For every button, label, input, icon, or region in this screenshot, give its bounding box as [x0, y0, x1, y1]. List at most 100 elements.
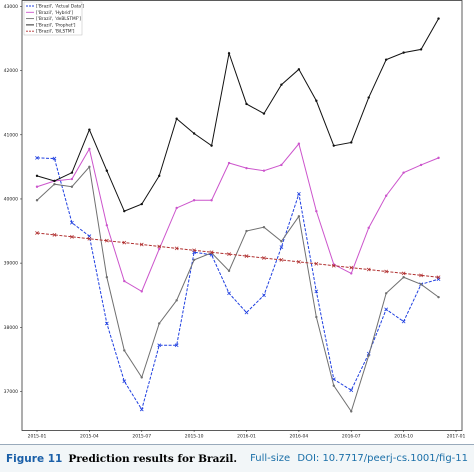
- point-marker: [139, 407, 144, 412]
- point-marker: [123, 279, 126, 283]
- point-marker: [315, 209, 318, 213]
- series-line: [36, 157, 439, 411]
- point-marker: [157, 244, 162, 249]
- x-tick-label: 2016-04: [289, 434, 308, 440]
- point-marker: [88, 165, 91, 169]
- point-marker: [402, 276, 405, 279]
- x-tick-label: 2017-01: [447, 434, 466, 440]
- caption-links: Full-size DOI: 10.7717/peerj-cs.1001/fig…: [246, 453, 468, 464]
- point-marker: [297, 215, 301, 218]
- point-marker: [140, 376, 143, 379]
- point-marker: [104, 321, 109, 326]
- legend-label: ['Brazil', 'Hybrid']: [36, 10, 73, 16]
- y-tick-label: 41000: [4, 132, 18, 138]
- point-marker: [140, 290, 143, 293]
- series-line: [36, 18, 439, 212]
- point-marker: [384, 307, 389, 312]
- point-marker: [53, 179, 56, 183]
- point-marker: [349, 265, 354, 270]
- point-marker: [384, 269, 389, 274]
- caption-text: Prediction results for Brazil.: [68, 452, 237, 465]
- point-marker: [315, 315, 318, 319]
- point-marker: [350, 272, 353, 275]
- point-marker: [245, 102, 248, 106]
- x-tick-label: 2016-07: [342, 434, 361, 440]
- point-marker: [245, 229, 248, 233]
- point-marker: [52, 156, 57, 161]
- point-marker: [401, 319, 406, 324]
- point-marker: [140, 202, 143, 206]
- point-marker: [437, 17, 440, 20]
- point-marker: [227, 291, 231, 296]
- point-marker: [158, 247, 161, 251]
- point-marker: [419, 48, 423, 51]
- point-marker: [384, 58, 388, 61]
- point-marker: [437, 156, 440, 160]
- point-marker: [192, 199, 196, 202]
- point-marker: [122, 379, 127, 384]
- y-tick-label: 37000: [4, 389, 18, 395]
- point-marker: [105, 276, 109, 279]
- point-marker: [280, 163, 283, 167]
- y-tick-label: 39000: [4, 261, 18, 267]
- point-marker: [192, 248, 197, 253]
- point-marker: [35, 155, 39, 160]
- point-marker: [367, 226, 370, 230]
- x-tick-label: 2015-04: [80, 434, 99, 440]
- legend-label: ['Brazil', 'BiLSTM']: [36, 29, 75, 35]
- point-marker: [175, 299, 178, 302]
- point-marker: [174, 246, 179, 251]
- full-size-link[interactable]: Full-size: [250, 453, 291, 464]
- y-tick-label: 42000: [4, 68, 18, 74]
- point-marker: [70, 185, 74, 188]
- x-tick-label: 2016-10: [394, 434, 413, 440]
- point-marker: [52, 233, 57, 237]
- point-marker: [297, 142, 301, 145]
- point-marker: [349, 388, 354, 393]
- point-marker: [384, 292, 388, 295]
- point-marker: [262, 112, 266, 115]
- point-marker: [175, 117, 178, 120]
- point-marker: [210, 144, 213, 147]
- series-line: [36, 165, 439, 413]
- point-marker: [192, 258, 196, 262]
- point-marker: [350, 141, 353, 144]
- point-marker: [419, 163, 423, 167]
- point-marker: [402, 51, 405, 54]
- legend-label: ['Brazil', 'deBLSTMF']: [36, 16, 81, 22]
- point-marker: [437, 295, 440, 299]
- point-marker: [87, 236, 92, 241]
- point-marker: [279, 258, 284, 262]
- point-marker: [332, 144, 335, 147]
- point-marker: [209, 250, 214, 255]
- point-marker: [88, 128, 91, 131]
- series-line: [36, 232, 439, 278]
- figure-label: Figure 11: [6, 452, 63, 465]
- point-marker: [35, 231, 39, 235]
- point-marker: [315, 99, 318, 102]
- point-marker: [227, 269, 231, 273]
- point-marker: [296, 191, 301, 196]
- point-marker: [314, 289, 319, 294]
- point-marker: [158, 174, 161, 178]
- figure-caption: Figure 11 Prediction results for Brazil.…: [0, 444, 474, 472]
- chart: 37000 38000 39000 40000 41000 42000 43000 2015-…: [4, 0, 466, 440]
- point-marker: [123, 349, 126, 352]
- point-marker: [210, 199, 213, 202]
- point-marker: [280, 83, 283, 86]
- point-marker: [296, 259, 301, 264]
- point-marker: [350, 410, 353, 413]
- point-marker: [227, 161, 231, 165]
- legend-label: ['Brazil', 'Actual Data']: [36, 4, 84, 10]
- doi-link[interactable]: DOI: 10.7717/peerj-cs.1001/fig-11: [297, 453, 468, 464]
- point-marker: [35, 174, 39, 178]
- y-tick-label: 38000: [4, 325, 18, 331]
- point-marker: [419, 273, 423, 278]
- x-tick-label: 2016-01: [237, 434, 256, 440]
- point-marker: [227, 252, 231, 257]
- point-marker: [157, 343, 162, 348]
- point-marker: [419, 283, 423, 286]
- point-marker: [401, 271, 406, 276]
- point-marker: [70, 177, 74, 181]
- point-marker: [35, 199, 39, 202]
